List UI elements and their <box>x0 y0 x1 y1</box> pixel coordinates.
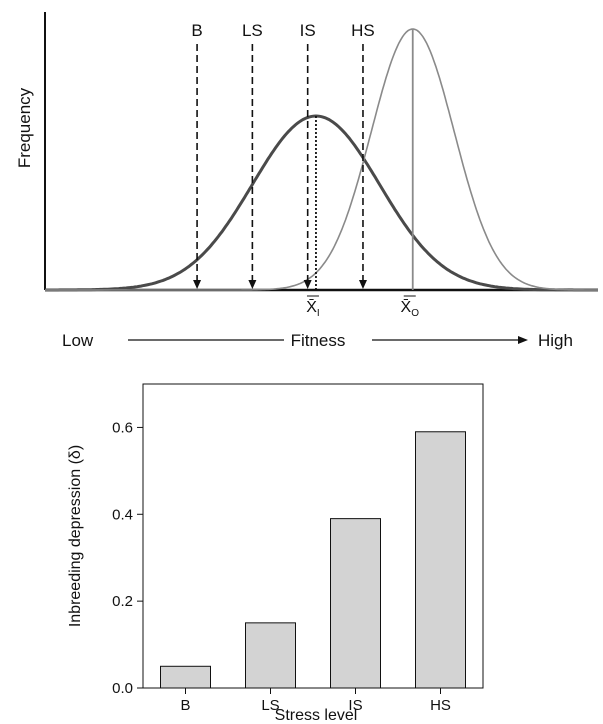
fitness-label: Fitness <box>291 331 346 350</box>
x-tick-label: HS <box>430 697 451 714</box>
svg-text:X̄I: X̄I <box>306 299 319 319</box>
y-tick-label: 0.6 <box>112 419 133 436</box>
fitness-arrowhead <box>518 336 528 344</box>
mean-label-inbred: X̄I <box>306 295 320 319</box>
curve-outbred <box>45 28 598 291</box>
stress-marker-arrowhead <box>358 280 367 289</box>
bar-ls <box>245 622 296 689</box>
fitness-high-label: High <box>538 331 573 350</box>
stress-marker-arrowhead <box>248 280 257 289</box>
stress-marker-label: LS <box>242 21 263 40</box>
stress-marker-arrowhead <box>303 280 312 289</box>
x-tick-label: IS <box>348 697 362 714</box>
fitness-distribution-chart: Frequency X̄I X̄O B LS IS HS Low Fitness High <box>15 12 598 350</box>
x-tick-label: LS <box>261 697 279 714</box>
bar-plot-frame <box>142 383 484 689</box>
mean-label-outbred: X̄O <box>401 295 420 319</box>
bar-b <box>160 665 211 689</box>
y-tick-label: 0.4 <box>112 506 133 523</box>
bar-hs <box>415 431 466 689</box>
bar-x-axis-label: Stress level <box>275 707 358 724</box>
top-y-axis-label: Frequency <box>15 87 34 168</box>
x-tick-label: B <box>180 697 190 714</box>
stress-marker-label: IS <box>300 21 316 40</box>
svg-text:X̄O: X̄O <box>401 299 420 319</box>
y-tick-label: 0.0 <box>112 680 133 697</box>
y-tick-label: 0.2 <box>112 593 133 610</box>
curve-inbred <box>45 114 598 292</box>
stress-marker-label: B <box>191 21 202 40</box>
bar-is <box>330 518 381 689</box>
fitness-low-label: Low <box>62 331 94 350</box>
bar-y-axis-label: Inbreeding depression (δ) <box>67 445 84 627</box>
inbreeding-bar-chart: 0.0 0.2 0.4 0.6 B LS IS HS Inbreeding depressio… <box>67 383 484 724</box>
stress-marker-label: HS <box>351 21 375 40</box>
stress-marker-arrowhead <box>193 280 202 289</box>
